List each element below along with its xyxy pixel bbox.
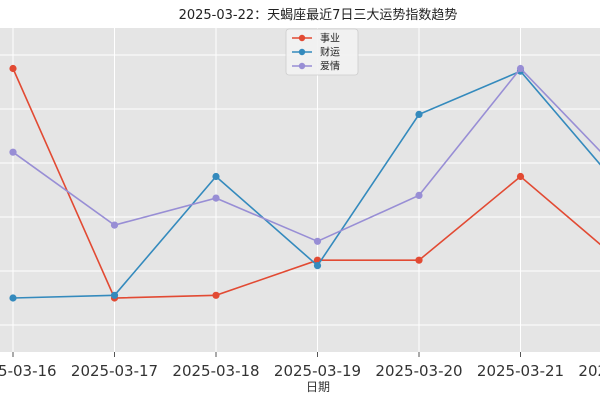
plot-area [0, 28, 600, 352]
x-tick-labels: 2025-03-16 2025-03-17 2025-03-18 2025-03-19… [0, 352, 600, 380]
grid-lines [0, 28, 600, 352]
legend-box [285, 28, 359, 76]
series-layer [9, 64, 600, 302]
x-tick-label: 2025-03-16 [0, 362, 57, 380]
legend-label: 财运 [320, 46, 340, 59]
data-point [313, 262, 322, 270]
data-point [9, 64, 17, 73]
data-point [313, 237, 322, 245]
data-point [212, 291, 220, 299]
x-tick-label: 2025-03-18 [172, 362, 259, 380]
legend-label: 事业 [320, 32, 340, 45]
x-tick-label: 2025-03-20 [375, 362, 462, 380]
series-2 [9, 64, 600, 245]
x-tick-label: 2025-03-19 [274, 362, 361, 380]
x-axis-title: 日期 [306, 380, 330, 394]
x-tick-label: 2025-03-21 [477, 362, 564, 380]
data-point [516, 172, 525, 181]
data-point [110, 221, 119, 229]
data-point [9, 148, 17, 156]
data-point [415, 110, 423, 118]
x-tick-label: 2025-03-17 [71, 362, 158, 380]
legend-label: 爱情 [320, 60, 340, 73]
data-point [415, 191, 423, 199]
data-point [516, 64, 525, 73]
legend-swatch-marker [298, 34, 306, 42]
chart-title: 2025-03-22：天蝎座最近7日三大运势指数趋势 [179, 7, 458, 23]
data-point [415, 256, 423, 264]
data-point [212, 172, 220, 181]
legend-swatch-marker [298, 62, 306, 70]
data-point [9, 294, 17, 302]
data-point [212, 194, 220, 202]
data-point [110, 291, 119, 299]
legend-swatch-marker [298, 48, 306, 56]
x-tick-label: 2025-03-22 [578, 362, 600, 380]
